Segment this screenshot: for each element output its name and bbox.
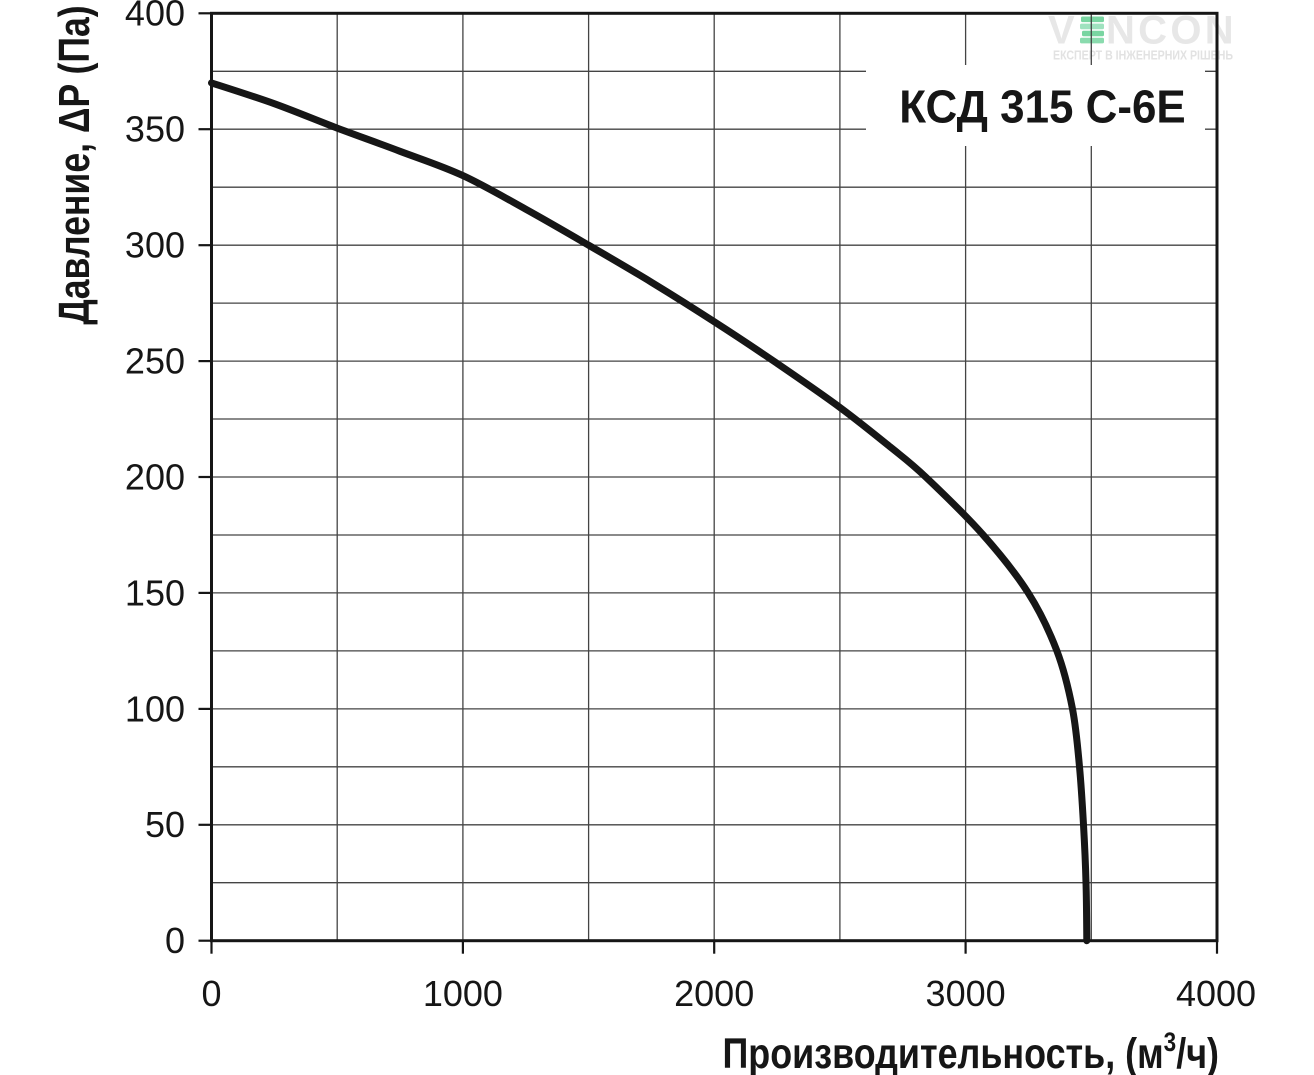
svg-text:1000: 1000 <box>423 973 503 1014</box>
svg-text:0: 0 <box>165 920 185 961</box>
svg-text:350: 350 <box>125 109 185 150</box>
svg-text:0: 0 <box>201 973 221 1014</box>
svg-text:ЕКСПЕРТ В ІНЖЕНЕРНИХ РІШЕНЬ: ЕКСПЕРТ В ІНЖЕНЕРНИХ РІШЕНЬ <box>1053 47 1233 62</box>
svg-text:2000: 2000 <box>674 973 754 1014</box>
svg-text:NCON: NCON <box>1106 9 1237 53</box>
svg-text:КСД 315 С-6Е: КСД 315 С-6Е <box>899 81 1185 133</box>
svg-text:Производительность, (м3/ч): Производительность, (м3/ч) <box>723 1027 1219 1075</box>
svg-text:3000: 3000 <box>926 973 1006 1014</box>
svg-text:100: 100 <box>125 688 185 729</box>
svg-text:4000: 4000 <box>1176 973 1256 1014</box>
svg-text:400: 400 <box>125 0 185 34</box>
svg-text:50: 50 <box>145 804 185 845</box>
svg-text:300: 300 <box>125 225 185 266</box>
svg-text:150: 150 <box>125 572 185 613</box>
svg-text:200: 200 <box>125 456 185 497</box>
svg-text:Давление, ΔP (Па): Давление, ΔP (Па) <box>51 5 99 324</box>
svg-text:250: 250 <box>125 341 185 382</box>
svg-text:V: V <box>1048 9 1075 53</box>
